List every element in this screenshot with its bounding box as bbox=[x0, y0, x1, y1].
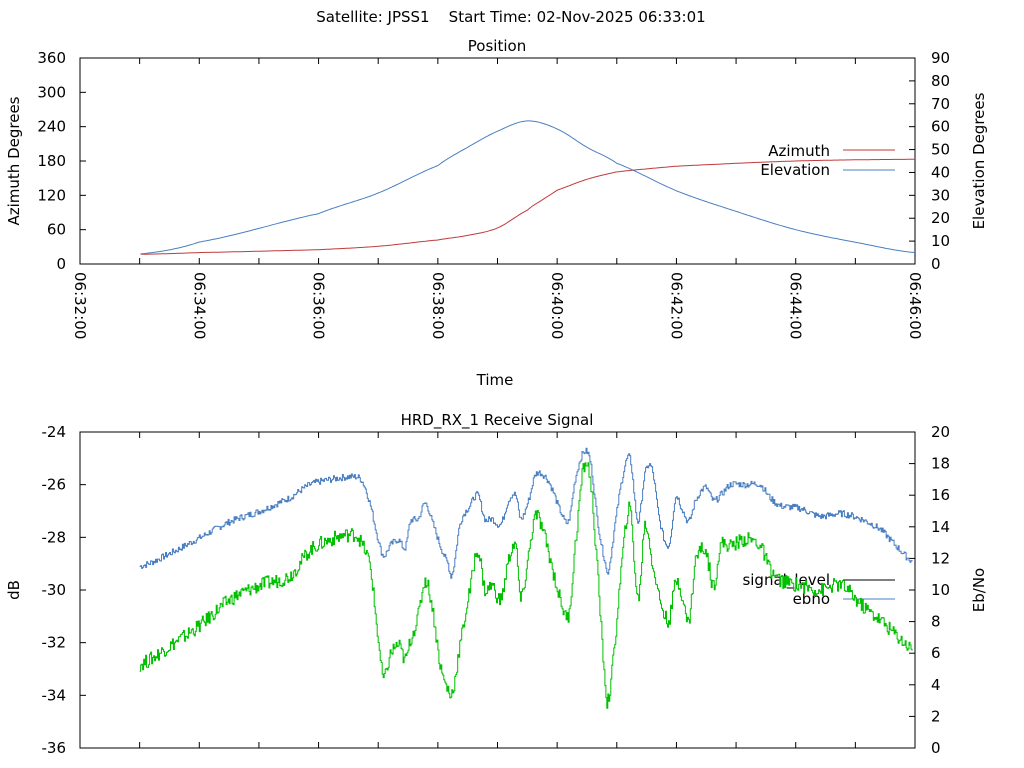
y2-tick-label: 20 bbox=[931, 423, 950, 441]
series-line-elevation bbox=[140, 120, 916, 255]
y-tick-label: -24 bbox=[42, 423, 67, 441]
x-tick-label: 06:38:00 bbox=[429, 272, 447, 339]
y2-tick-label: 20 bbox=[931, 209, 950, 227]
x-tick-label: 06:34:00 bbox=[190, 272, 208, 339]
x-tick-label: 06:44:00 bbox=[787, 272, 805, 339]
y-tick-label: 360 bbox=[37, 49, 66, 67]
signal-title: HRD_RX_1 Receive Signal bbox=[401, 411, 594, 430]
y2-tick-label: 30 bbox=[931, 186, 950, 204]
y-tick-label: -34 bbox=[42, 686, 67, 704]
plot-border bbox=[79, 431, 916, 749]
y2-tick-label: 2 bbox=[931, 707, 941, 725]
x-tick-label: 06:42:00 bbox=[667, 272, 685, 339]
series-line-ebno bbox=[139, 462, 913, 709]
x-tick-label: 06:46:00 bbox=[906, 272, 924, 339]
y-tick-label: -36 bbox=[42, 739, 67, 757]
legend-azimuth-label: Azimuth bbox=[768, 142, 830, 160]
y-tick-label: 60 bbox=[47, 221, 66, 239]
y-tick-label: 300 bbox=[37, 83, 66, 101]
y-tick-label: 240 bbox=[37, 118, 66, 136]
legend-ebno-label: ebno bbox=[793, 590, 830, 608]
legend-elevation-label: Elevation bbox=[760, 161, 830, 179]
x-tick-label: 06:36:00 bbox=[310, 272, 328, 339]
y2-tick-label: 70 bbox=[931, 95, 950, 113]
y-tick-label: 180 bbox=[37, 152, 66, 170]
series-line-azimuth bbox=[140, 158, 915, 255]
y2-tick-label: 10 bbox=[931, 581, 950, 599]
series-line-signal-level bbox=[139, 447, 913, 579]
y2-tick-label: 4 bbox=[931, 676, 941, 694]
y-tick-label: -30 bbox=[42, 581, 67, 599]
position-legend: Azimuth Elevation bbox=[760, 142, 895, 179]
y2-tick-label: 60 bbox=[931, 118, 950, 136]
figure-title: Satellite: JPSS1 Start Time: 02-Nov-2025… bbox=[316, 8, 705, 26]
position-plot: Position Azimuth Degrees Elevation Degre… bbox=[5, 37, 988, 389]
y-tick-label: -28 bbox=[42, 528, 67, 546]
y-tick-label: -32 bbox=[42, 634, 67, 652]
receive-signal-plot: HRD_RX_1 Receive Signal dB Eb/No signal_… bbox=[5, 411, 988, 757]
y2-tick-label: 10 bbox=[931, 232, 950, 250]
x-tick-label: 06:40:00 bbox=[548, 272, 566, 339]
time-axis-label: Time bbox=[476, 371, 514, 389]
y2-tick-label: 8 bbox=[931, 613, 941, 631]
y2-tick-label: 0 bbox=[931, 739, 941, 757]
db-axis-label: dB bbox=[5, 580, 23, 600]
position-title: Position bbox=[468, 37, 526, 55]
y2-tick-label: 18 bbox=[931, 455, 950, 473]
azimuth-axis-label: Azimuth Degrees bbox=[5, 96, 23, 225]
y2-tick-label: 6 bbox=[931, 644, 941, 662]
y2-tick-label: 14 bbox=[931, 518, 950, 536]
y-tick-label: 120 bbox=[37, 186, 66, 204]
ebno-axis-label: Eb/No bbox=[970, 568, 988, 612]
y2-tick-label: 16 bbox=[931, 486, 950, 504]
y2-tick-label: 12 bbox=[931, 549, 950, 567]
y2-tick-label: 80 bbox=[931, 72, 950, 90]
y2-tick-label: 40 bbox=[931, 163, 950, 181]
y-tick-label: -26 bbox=[42, 476, 67, 494]
y2-tick-label: 90 bbox=[931, 49, 950, 67]
elevation-axis-label: Elevation Degrees bbox=[970, 92, 988, 229]
y-tick-label: 0 bbox=[56, 255, 66, 273]
y2-tick-label: 0 bbox=[931, 255, 941, 273]
y2-tick-label: 50 bbox=[931, 141, 950, 159]
x-tick-label: 06:32:00 bbox=[71, 272, 89, 339]
